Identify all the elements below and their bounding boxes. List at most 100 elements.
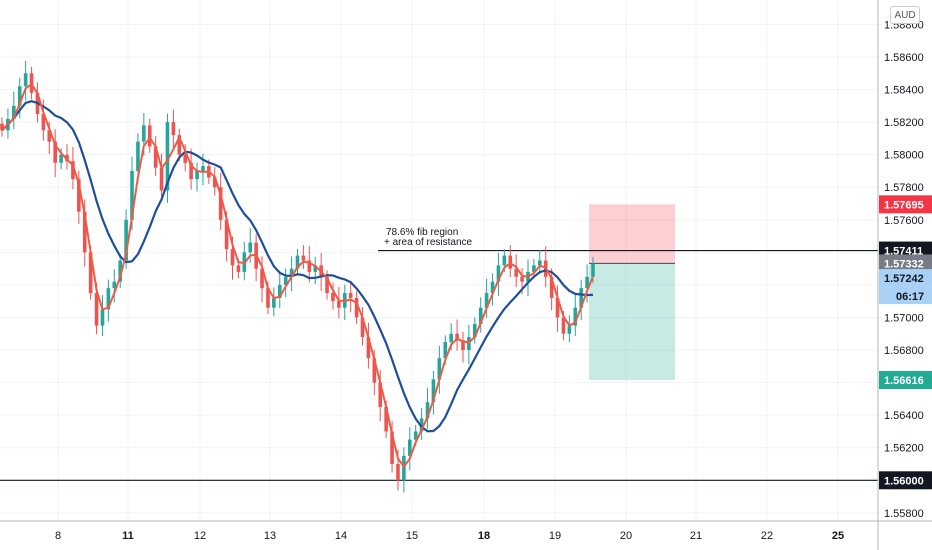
candle-body — [538, 260, 542, 266]
candle-body — [136, 141, 140, 171]
candle-body — [396, 464, 400, 481]
candle-body — [277, 284, 282, 298]
candle-body — [218, 187, 223, 220]
y-tick-label: 1.55800 — [884, 508, 924, 520]
price-badge-horizontal-line — [879, 471, 932, 490]
candle-body — [183, 154, 188, 163]
grid-lines — [0, 0, 878, 521]
price-badge-label: 1.56616 — [884, 375, 924, 387]
candle-body — [295, 255, 300, 269]
position-zones[interactable] — [589, 204, 675, 381]
candle-body — [12, 105, 16, 119]
candle-body — [443, 341, 448, 359]
candle-body — [248, 242, 253, 253]
candle-body — [502, 255, 507, 266]
annotation[interactable]: 78.6% fib region + area of resistance — [384, 227, 473, 248]
horizontal-lines[interactable] — [0, 249, 878, 481]
candle-body — [467, 337, 471, 351]
candle-body — [266, 288, 270, 308]
candle-body — [100, 309, 105, 326]
x-tick-label: 20 — [620, 530, 632, 542]
y-tick-label: 1.58200 — [884, 117, 924, 129]
candle-body — [41, 113, 46, 131]
candle-body — [591, 263, 595, 277]
candle-body — [354, 297, 359, 318]
candle-body — [490, 281, 495, 294]
candle-body — [484, 293, 489, 308]
candle-body — [71, 161, 75, 180]
candle-body — [65, 154, 69, 162]
candle-body — [331, 293, 335, 302]
candle-body — [419, 418, 424, 432]
price-badge-label: 1.57695 — [884, 199, 924, 211]
price-badge-label: 1.57242 — [884, 273, 924, 285]
candle-body — [212, 177, 217, 188]
candle-body — [307, 260, 312, 272]
y-tick-label: 1.57600 — [884, 215, 924, 227]
take-profit-zone[interactable] — [589, 263, 675, 381]
candle-body — [372, 358, 377, 383]
price-badge-take-profit — [879, 371, 932, 390]
candle-body — [106, 288, 111, 310]
candle-body — [0, 123, 4, 131]
candle-body — [142, 125, 146, 142]
candle-body — [579, 288, 583, 308]
candle-body — [390, 431, 394, 465]
currency-button[interactable]: AUD — [890, 6, 920, 24]
fast-moving-average-line — [1, 82, 594, 469]
y-tick-label: 1.57000 — [884, 312, 924, 324]
price-badge-entry — [879, 254, 932, 273]
candle-body — [478, 307, 483, 324]
countdown-label: 06:17 — [896, 291, 924, 303]
candle-body — [567, 325, 572, 334]
candle-body — [425, 402, 430, 419]
candle-body — [165, 122, 170, 191]
candle-body — [301, 255, 306, 261]
time-axis-ticks: 8 11 12 13 14 15 18 19 20 21 22 25 — [55, 530, 844, 542]
candle-body — [360, 317, 365, 338]
candle-body — [59, 154, 63, 163]
candle-body — [431, 379, 436, 403]
candle-body — [94, 293, 99, 326]
candle-body — [313, 265, 318, 272]
candle-body — [88, 252, 93, 294]
x-tick-label: 13 — [264, 530, 276, 542]
x-tick-label: 25 — [832, 530, 844, 542]
candle-body — [348, 293, 353, 298]
candle-body — [378, 382, 383, 408]
candle-body — [555, 297, 560, 318]
x-tick-label: 19 — [549, 530, 561, 542]
y-tick-label: 1.56200 — [884, 443, 924, 455]
stop-loss-zone[interactable] — [589, 204, 675, 264]
candle-body — [159, 167, 164, 191]
candle-body — [153, 146, 158, 168]
y-tick-label: 1.56400 — [884, 410, 924, 422]
candle-body — [230, 249, 235, 266]
candle-body — [455, 333, 459, 341]
candle-body — [337, 301, 341, 308]
candle-body — [224, 219, 229, 250]
price-badge-last-price — [879, 269, 932, 288]
x-tick-label: 15 — [406, 530, 418, 542]
annotation-line-2: + area of resistance — [384, 237, 473, 248]
x-tick-label: 12 — [194, 530, 206, 542]
y-tick-label: 1.56800 — [884, 345, 924, 357]
price-badge-label: 1.57411 — [884, 246, 923, 258]
price-badge-label: 1.56000 — [884, 475, 924, 487]
x-tick-label: 14 — [335, 530, 347, 542]
candle-body — [283, 276, 288, 285]
candle-body — [473, 323, 477, 338]
candle-body — [189, 162, 193, 180]
annotation-line-1: 78.6% fib region — [386, 227, 458, 238]
candle-body — [130, 170, 134, 220]
y-tick-label: 1.58000 — [884, 150, 924, 162]
candle-body — [496, 265, 501, 282]
candle-body — [118, 260, 122, 282]
candle-body — [23, 73, 28, 87]
candlesticks — [0, 60, 595, 493]
candle-body — [236, 265, 241, 272]
candle-body — [147, 125, 152, 147]
countdown-badge — [879, 287, 932, 305]
